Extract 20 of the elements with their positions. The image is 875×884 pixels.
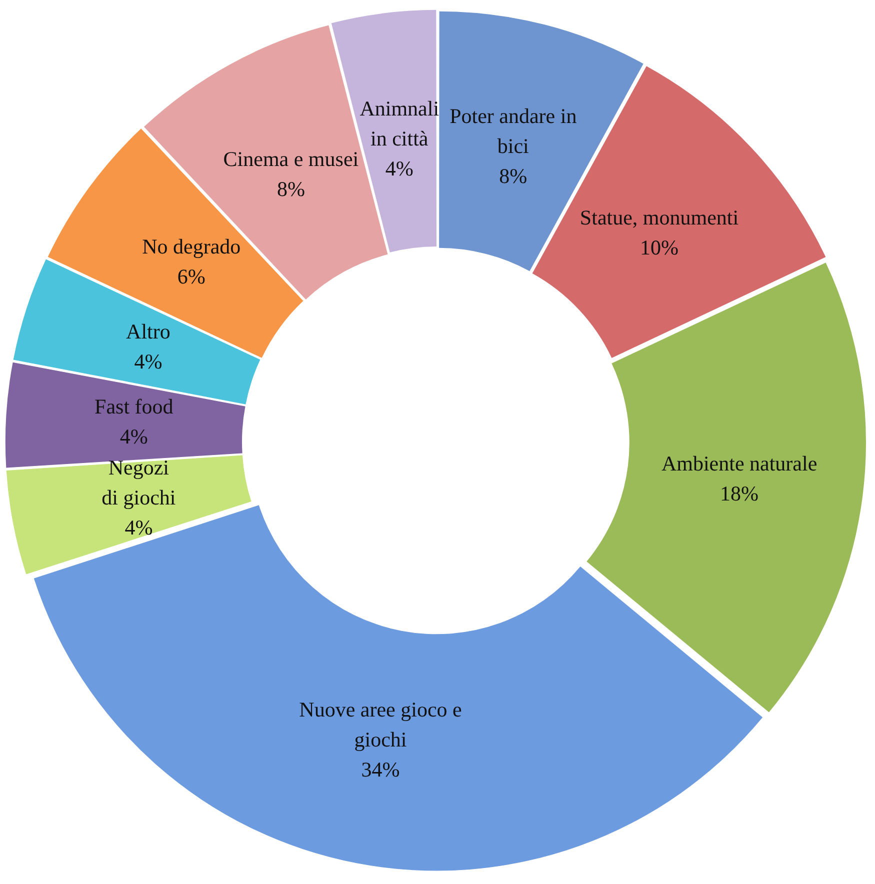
data-label: 34% (361, 757, 400, 782)
data-label: 4% (385, 156, 414, 181)
slice-label: Poter andare in bici (450, 104, 578, 158)
data-label: 10% (640, 235, 678, 260)
slice-label: Animnali in città (360, 96, 440, 151)
slice-label: Nuove aree gioco e giochi (299, 697, 462, 752)
slice-label: Statue, monumenti (580, 205, 739, 230)
slice-label: Cinema e musei (223, 146, 359, 171)
slice-label: No degrado (142, 234, 241, 259)
data-label: 6% (177, 264, 206, 289)
data-label: 8% (499, 164, 528, 188)
slice-label: Fast food (94, 394, 174, 418)
data-label: 18% (720, 482, 759, 506)
data-label: 4% (134, 350, 162, 374)
data-label: 4% (124, 516, 153, 540)
slice-label: Negozi di giochi (102, 456, 176, 510)
data-label: 8% (276, 176, 305, 201)
data-label: 4% (120, 424, 148, 448)
slice-label: Altro (126, 320, 170, 344)
slice-label: Ambiente naturale (661, 452, 818, 476)
